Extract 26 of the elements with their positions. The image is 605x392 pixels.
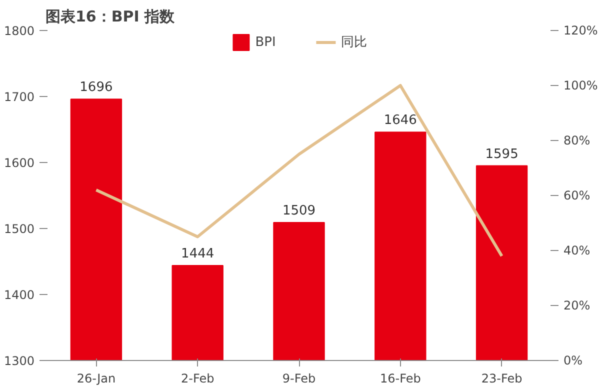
y2-tick-label: 100% <box>564 78 598 92</box>
y-tick-label: 1700 <box>4 90 35 104</box>
data-label: 1646 <box>384 113 417 128</box>
y2-tick-label: 0% <box>564 354 583 368</box>
y-tick-label: 1500 <box>4 222 35 236</box>
y2-tick-label: 20% <box>564 298 590 312</box>
chart-title: 图表16：BPI 指数 <box>46 8 176 26</box>
x-tick-label: 23-Feb <box>481 372 522 386</box>
data-label: 1509 <box>282 204 316 219</box>
data-label: 1696 <box>80 80 113 96</box>
y-tick-label: 1800 <box>4 24 35 38</box>
data-label: 1444 <box>181 246 214 262</box>
data-label: 1595 <box>485 146 518 162</box>
x-tick-label: 16-Feb <box>380 372 421 386</box>
y2-tick-label: 40% <box>564 244 590 258</box>
legend-label: 同比 <box>340 34 367 51</box>
y2-tick-label: 80% <box>564 134 590 148</box>
x-tick-label: 26-Jan <box>76 372 116 386</box>
legend-label: BPI <box>255 34 276 50</box>
y-tick-label: 1300 <box>4 354 35 368</box>
y-tick-label: 1400 <box>4 288 35 302</box>
y2-tick-label: 60% <box>564 188 590 202</box>
y2-tick-label: 120% <box>564 24 598 38</box>
y-tick-label: 1600 <box>4 156 35 170</box>
x-tick-label: 2-Feb <box>180 372 214 386</box>
x-tick-label: 9-Feb <box>282 372 316 386</box>
